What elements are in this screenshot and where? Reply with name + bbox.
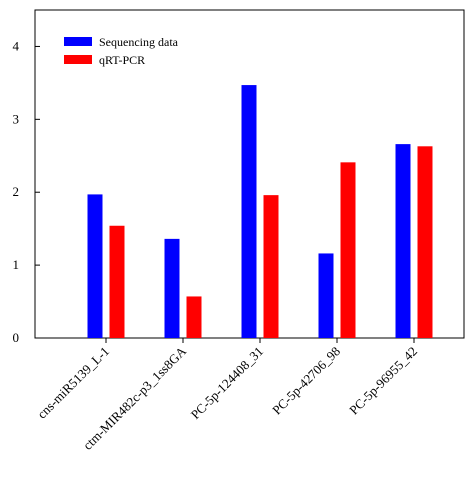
bar-qrt-pcr-2 [186, 296, 202, 338]
bar-sequencing-data-1 [87, 194, 103, 338]
legend-swatch [64, 55, 92, 64]
y-tick-label: 4 [13, 38, 20, 53]
x-tick-label: cns-miR5139_L-1 [34, 344, 112, 422]
legend-label: Sequencing data [99, 35, 179, 49]
y-tick-label: 0 [13, 330, 20, 345]
x-tick-label: PC-5p-124408_31 [188, 344, 267, 423]
y-tick-label: 3 [13, 111, 20, 126]
bar-qrt-pcr-5 [417, 146, 433, 338]
bar-qrt-pcr-1 [109, 225, 125, 338]
bar-qrt-pcr-4 [340, 162, 356, 338]
bar-series [87, 85, 433, 338]
bar-sequencing-data-5 [395, 144, 411, 338]
y-tick-label: 1 [13, 257, 20, 272]
x-tick-label: PC-5p-42706_98 [269, 344, 343, 418]
bar-sequencing-data-4 [318, 253, 334, 338]
x-tick-label: PC-5p-96955_42 [346, 344, 420, 418]
bar-sequencing-data-2 [164, 238, 180, 338]
y-tick-label: 2 [13, 184, 20, 199]
legend: Sequencing data qRT-PCR [64, 35, 179, 67]
x-axis: cns-miR5139_L-1ctm-MIR482c-p3_1ss8GAPC-5… [34, 338, 420, 453]
legend-swatch [64, 37, 92, 46]
bar-qrt-pcr-3 [263, 195, 279, 338]
y-axis: 0 1 2 3 4 [13, 38, 40, 345]
legend-label: qRT-PCR [99, 53, 145, 67]
bar-sequencing-data-3 [241, 85, 257, 338]
